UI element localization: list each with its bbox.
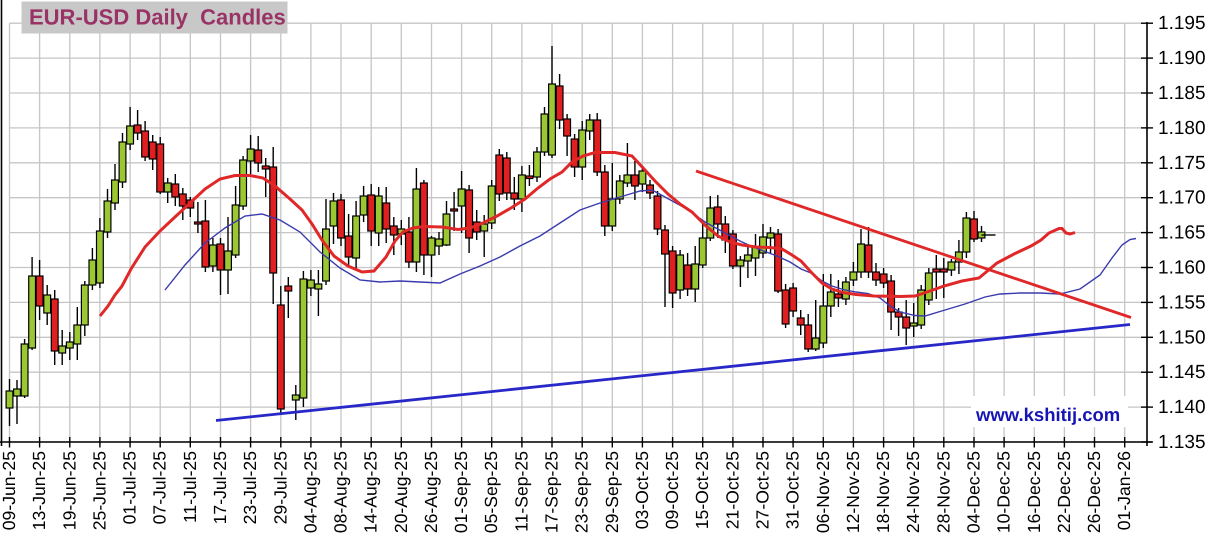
svg-text:1.145: 1.145: [1158, 362, 1206, 383]
svg-text:01-Jul-25: 01-Jul-25: [120, 451, 140, 525]
svg-text:24-Nov-25: 24-Nov-25: [903, 451, 923, 533]
svg-text:1.155: 1.155: [1158, 292, 1206, 313]
svg-text:25-Jun-25: 25-Jun-25: [89, 451, 109, 530]
svg-text:06-Nov-25: 06-Nov-25: [813, 451, 833, 533]
svg-text:1.170: 1.170: [1158, 188, 1206, 209]
svg-text:09-Oct-25: 09-Oct-25: [662, 451, 682, 529]
svg-text:27-Oct-25: 27-Oct-25: [753, 451, 773, 529]
svg-text:26-Aug-25: 26-Aug-25: [421, 451, 441, 533]
svg-text:01-Sep-25: 01-Sep-25: [451, 451, 471, 533]
svg-text:09-Jun-25: 09-Jun-25: [0, 451, 19, 530]
svg-text:04-Aug-25: 04-Aug-25: [300, 451, 320, 533]
svg-text:05-Sep-25: 05-Sep-25: [481, 451, 501, 533]
svg-text:12-Nov-25: 12-Nov-25: [843, 451, 863, 533]
svg-text:1.140: 1.140: [1158, 397, 1206, 418]
svg-text:11-Jul-25: 11-Jul-25: [180, 451, 200, 523]
svg-text:1.180: 1.180: [1158, 118, 1206, 139]
svg-text:17-Sep-25: 17-Sep-25: [542, 451, 562, 533]
svg-text:EUR-USD Daily Candles: EUR-USD Daily Candles: [29, 5, 286, 30]
svg-text:04-Dec-25: 04-Dec-25: [964, 451, 984, 533]
svg-text:1.165: 1.165: [1158, 223, 1206, 244]
svg-text:19-Jun-25: 19-Jun-25: [59, 451, 79, 530]
svg-text:1.135: 1.135: [1158, 432, 1206, 453]
svg-text:13-Jun-25: 13-Jun-25: [29, 451, 49, 530]
svg-text:03-Oct-25: 03-Oct-25: [632, 451, 652, 529]
svg-text:28-Nov-25: 28-Nov-25: [933, 451, 953, 533]
svg-text:16-Dec-25: 16-Dec-25: [1024, 451, 1044, 533]
svg-text:www.kshitij.com: www.kshitij.com: [975, 404, 1120, 425]
svg-text:10-Dec-25: 10-Dec-25: [994, 451, 1014, 533]
svg-text:15-Oct-25: 15-Oct-25: [692, 451, 712, 529]
svg-text:1.190: 1.190: [1158, 48, 1206, 69]
svg-text:23-Jul-25: 23-Jul-25: [240, 451, 260, 525]
svg-text:07-Jul-25: 07-Jul-25: [150, 451, 170, 525]
svg-text:22-Dec-25: 22-Dec-25: [1054, 451, 1074, 533]
svg-text:11-Sep-25: 11-Sep-25: [511, 451, 531, 532]
svg-text:21-Oct-25: 21-Oct-25: [722, 451, 742, 529]
svg-text:29-Jul-25: 29-Jul-25: [270, 451, 290, 525]
svg-text:1.160: 1.160: [1158, 258, 1206, 279]
svg-text:01-Jan-26: 01-Jan-26: [1114, 451, 1134, 530]
svg-text:1.195: 1.195: [1158, 13, 1206, 34]
svg-text:23-Sep-25: 23-Sep-25: [572, 451, 592, 533]
svg-text:14-Aug-25: 14-Aug-25: [361, 451, 381, 533]
svg-text:20-Aug-25: 20-Aug-25: [391, 451, 411, 533]
svg-text:31-Oct-25: 31-Oct-25: [783, 451, 803, 529]
svg-text:26-Dec-25: 26-Dec-25: [1084, 451, 1104, 533]
svg-text:29-Sep-25: 29-Sep-25: [602, 451, 622, 533]
svg-text:1.175: 1.175: [1158, 153, 1206, 174]
svg-text:08-Aug-25: 08-Aug-25: [331, 451, 351, 533]
svg-text:17-Jul-25: 17-Jul-25: [210, 451, 230, 525]
svg-text:1.150: 1.150: [1158, 327, 1206, 348]
svg-text:18-Nov-25: 18-Nov-25: [873, 451, 893, 533]
svg-text:1.185: 1.185: [1158, 83, 1206, 104]
